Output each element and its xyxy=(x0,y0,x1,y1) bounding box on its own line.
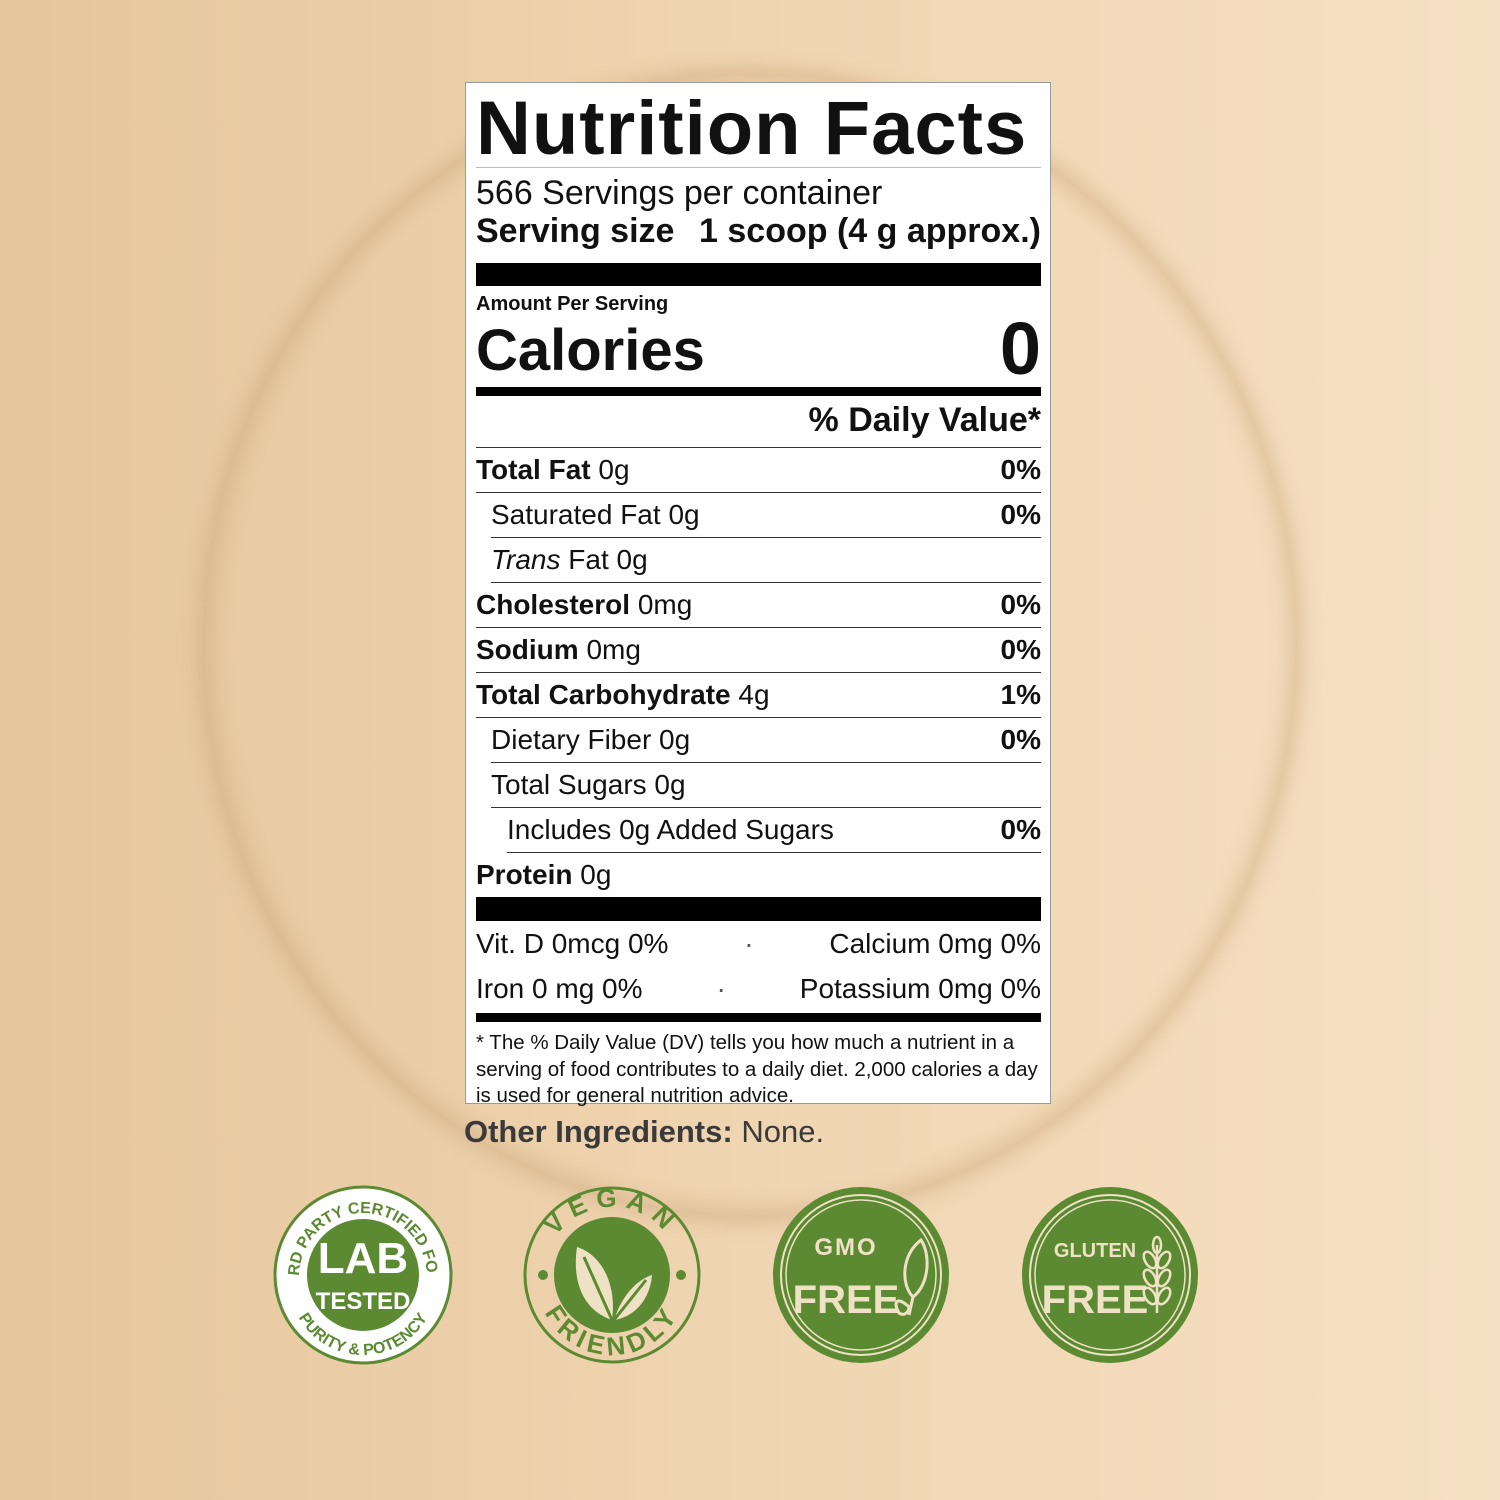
nutrient-row: Dietary Fiber 0g 0% xyxy=(491,718,1041,763)
lab-tested-badge-icon: 3RD PARTY CERTIFIED FOR PURITY & POTENCY… xyxy=(273,1185,453,1365)
separator: · xyxy=(744,928,754,959)
svg-text:TESTED: TESTED xyxy=(316,1288,411,1315)
svg-text:FREE: FREE xyxy=(1042,1278,1149,1322)
nutrient-name: Cholesterol 0mg xyxy=(476,589,693,620)
daily-value-percent: 0% xyxy=(1000,589,1041,620)
vitamin-row: Iron 0 mg 0% · Potassium 0mg 0% xyxy=(476,966,1041,1011)
vitamin-left: Vit. D 0mcg 0% xyxy=(476,928,669,959)
nutrient-name: Sodium 0mg xyxy=(476,634,641,665)
other-ingredients: Other Ingredients: None. xyxy=(464,1114,825,1149)
daily-value-header: % Daily Value* xyxy=(476,396,1041,448)
daily-value-percent: 1% xyxy=(1000,679,1041,710)
nutrient-row: Includes 0g Added Sugars 0% xyxy=(507,808,1041,853)
daily-value-percent: 0% xyxy=(1000,454,1041,485)
vitamin-right: Calcium 0mg 0% xyxy=(829,928,1041,959)
vitamin-left: Iron 0 mg 0% xyxy=(476,973,643,1004)
vitamin-row: Vit. D 0mcg 0% · Calcium 0mg 0% xyxy=(476,921,1041,966)
nutrition-facts-label: Nutrition Facts 566 Servings per contain… xyxy=(465,82,1051,1107)
svg-text:LAB: LAB xyxy=(318,1234,408,1283)
nutrient-name: Saturated Fat 0g xyxy=(491,499,700,530)
nutrient-row: Total Fat 0g 0% xyxy=(476,448,1041,493)
daily-value-percent: 0% xyxy=(1000,724,1041,755)
label-title: Nutrition Facts xyxy=(476,86,1028,171)
nutrient-row: Cholesterol 0mg 0% xyxy=(476,583,1041,628)
svg-text:FREE: FREE xyxy=(793,1278,900,1322)
vitamin-right: Potassium 0mg 0% xyxy=(799,973,1041,1004)
nutrient-row: Saturated Fat 0g 0% xyxy=(491,493,1041,538)
thick-divider xyxy=(476,897,1041,921)
svg-text:GMO: GMO xyxy=(814,1234,877,1261)
gmo-free-badge-icon: GMO FREE xyxy=(773,1187,949,1363)
daily-value-percent: 0% xyxy=(1000,499,1041,530)
medium-divider xyxy=(476,387,1041,396)
nutrient-name: Dietary Fiber 0g xyxy=(491,724,691,755)
nutrient-row: Sodium 0mg 0% xyxy=(476,628,1041,673)
separator: · xyxy=(716,973,726,1004)
daily-value-percent: 0% xyxy=(1000,634,1041,665)
daily-value-percent: 0% xyxy=(1000,814,1041,845)
nutrient-name: Total Carbohydrate 4g xyxy=(476,679,770,710)
nutrient-row: Total Sugars 0g xyxy=(491,763,1041,808)
nutrient-row: Total Carbohydrate 4g 1% xyxy=(476,673,1041,718)
nutrient-name: Trans Fat 0g xyxy=(491,544,648,575)
svg-text:GLUTEN: GLUTEN xyxy=(1054,1240,1136,1262)
footnote: * The % Daily Value (DV) tells you how m… xyxy=(476,1031,1038,1107)
nutrient-name: Total Sugars 0g xyxy=(491,769,686,800)
vegan-friendly-badge-icon: VEGAN FRIENDLY xyxy=(523,1185,701,1364)
thick-divider xyxy=(476,263,1041,286)
nutrient-name: Includes 0g Added Sugars xyxy=(507,814,834,845)
servings-per-container: 566 Servings per container xyxy=(476,174,883,212)
nutrient-row: Protein 0g xyxy=(476,853,1041,897)
serving-size: Serving size 1 scoop (4 g approx.) xyxy=(476,212,1041,250)
nutrient-row: Trans Fat 0g xyxy=(491,538,1041,583)
calories-row: Calories 0 xyxy=(476,307,1041,390)
nutrient-name: Total Fat 0g xyxy=(476,454,630,485)
gluten-free-badge-icon: GLUTEN FREE xyxy=(1022,1187,1198,1363)
medium-divider xyxy=(476,1013,1041,1022)
amount-per-serving: Amount Per Serving xyxy=(476,293,669,315)
divider xyxy=(476,167,1041,168)
nutrient-name: Protein 0g xyxy=(476,859,612,890)
